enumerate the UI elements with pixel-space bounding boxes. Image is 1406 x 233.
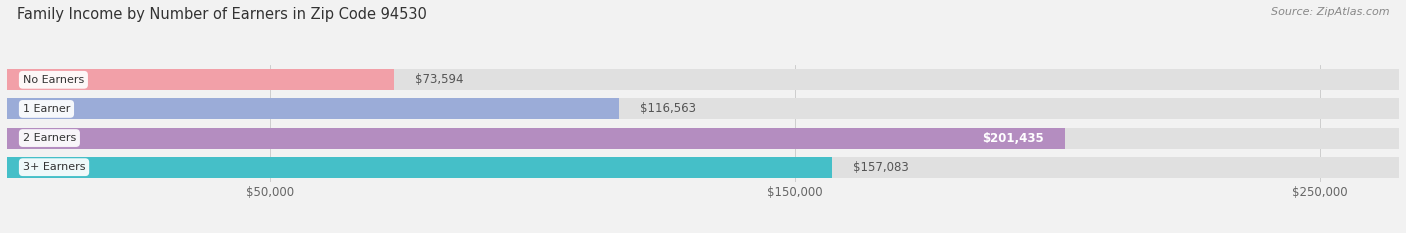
Bar: [7, 157, 1399, 178]
Text: Source: ZipAtlas.com: Source: ZipAtlas.com: [1271, 7, 1389, 17]
Bar: [7, 69, 1399, 90]
Text: $116,563: $116,563: [640, 103, 696, 115]
Text: $201,435: $201,435: [983, 132, 1045, 144]
Bar: [7, 69, 394, 90]
Text: No Earners: No Earners: [22, 75, 84, 85]
Text: 2 Earners: 2 Earners: [22, 133, 76, 143]
Text: Family Income by Number of Earners in Zip Code 94530: Family Income by Number of Earners in Zi…: [17, 7, 427, 22]
Bar: [7, 128, 1066, 149]
Text: 3+ Earners: 3+ Earners: [22, 162, 86, 172]
Text: $73,594: $73,594: [415, 73, 463, 86]
Bar: [7, 157, 832, 178]
Bar: [7, 128, 1399, 149]
Bar: [7, 99, 1399, 119]
Text: 1 Earner: 1 Earner: [22, 104, 70, 114]
Bar: [7, 99, 619, 119]
Text: $157,083: $157,083: [853, 161, 908, 174]
